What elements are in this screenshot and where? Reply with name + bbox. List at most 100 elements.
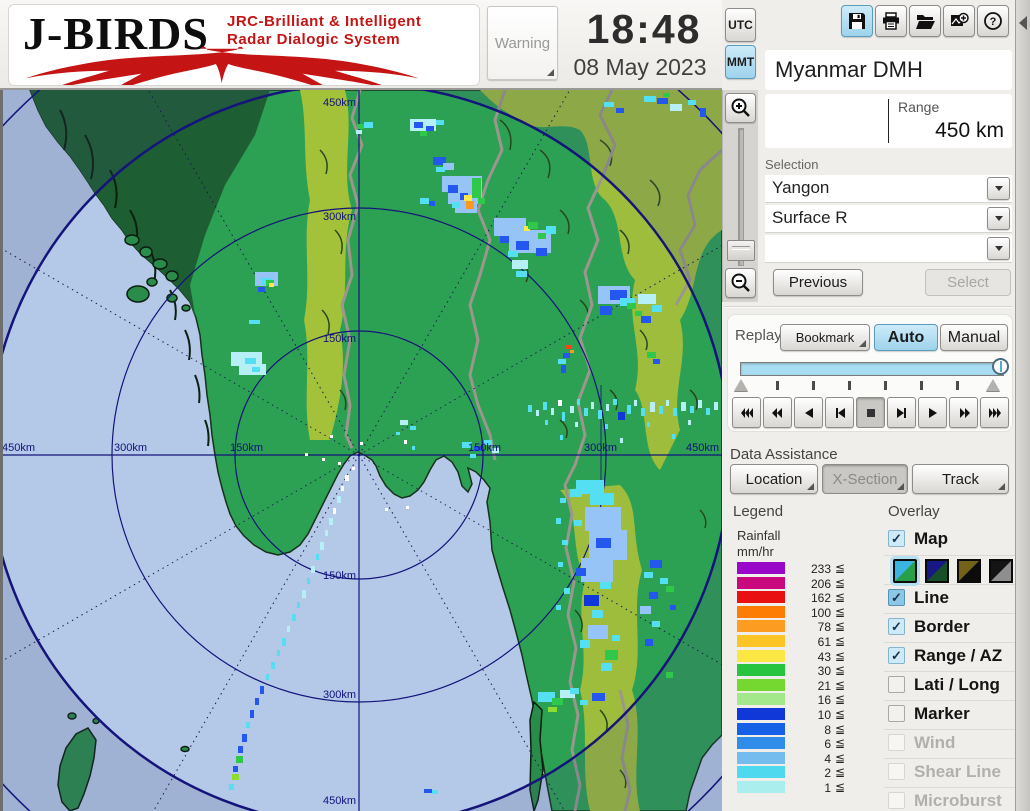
range-label: 450km: [2, 442, 35, 454]
track-button[interactable]: Track: [912, 464, 1009, 494]
zoom-in-icon: [731, 98, 750, 117]
overlay-item-marker[interactable]: Marker: [884, 700, 1015, 729]
zoom-out-button[interactable]: [725, 268, 756, 298]
legend-operator: ≦: [835, 561, 846, 575]
echo-cell: [287, 626, 290, 632]
chevron-down-icon: [994, 186, 1003, 191]
xsection-label: X-Section: [832, 470, 898, 488]
bookmark-button[interactable]: Bookmark: [780, 324, 870, 351]
range-az-checkbox[interactable]: ✓: [888, 647, 905, 664]
help-button[interactable]: ?: [977, 5, 1009, 37]
stop-button[interactable]: [856, 397, 885, 428]
echo-cell: [649, 592, 658, 599]
slider-start-marker[interactable]: [734, 379, 748, 391]
legend-row: 21 ≦: [737, 678, 867, 693]
echo-cell: [580, 700, 588, 705]
dropdown-product[interactable]: Surface R: [765, 205, 1012, 233]
echo-cell: [345, 475, 349, 481]
overlay-item-range-az[interactable]: ✓ Range / AZ: [884, 642, 1015, 671]
echo-cell: [570, 350, 574, 353]
mmt-button[interactable]: MMT: [725, 45, 756, 79]
map-style-4[interactable]: [989, 559, 1013, 583]
legend-operator: ≦: [835, 736, 846, 751]
rewind-fast-button[interactable]: [763, 397, 792, 428]
overlay-item-line[interactable]: ✓ Line: [884, 584, 1015, 613]
data-assistance-label: Data Assistance: [730, 446, 838, 463]
zoom-slider-track[interactable]: [738, 128, 744, 266]
dropdown-product-arrow[interactable]: [987, 207, 1010, 230]
range-label: 150km: [323, 570, 356, 582]
echo-cell: [627, 303, 636, 309]
range-label: 450km: [323, 97, 356, 109]
add-image-button[interactable]: [943, 5, 975, 37]
dropdown-site-arrow[interactable]: [987, 177, 1010, 200]
legend-color-swatch: [737, 737, 785, 750]
forward-fast-button[interactable]: [949, 397, 978, 428]
echo-cell: [436, 120, 444, 125]
station-title: Myanmar DMH: [765, 50, 1012, 90]
dropdown-extra-arrow[interactable]: [987, 237, 1010, 260]
play-reverse-button[interactable]: [794, 397, 823, 428]
lati-long-checkbox[interactable]: [888, 676, 905, 693]
panel-splitter[interactable]: [1015, 0, 1030, 811]
replay-slider-track[interactable]: [740, 362, 1004, 376]
legend-value: 10: [817, 708, 831, 722]
zoom-in-button[interactable]: [725, 93, 756, 123]
map-style-2[interactable]: [925, 559, 949, 583]
echo-cell: [316, 554, 319, 560]
echo-cell: [605, 424, 608, 429]
line-checkbox[interactable]: ✓: [888, 589, 905, 606]
legend-row: 61 ≦: [737, 634, 867, 649]
location-button[interactable]: Location: [730, 464, 818, 494]
echo-cell: [232, 774, 239, 780]
forward-fastest-button[interactable]: [980, 397, 1009, 428]
save-button[interactable]: [841, 5, 873, 37]
echo-cell: [570, 489, 582, 497]
print-button[interactable]: [875, 5, 907, 37]
zoom-slider-thumb[interactable]: [727, 240, 755, 261]
map-checkbox[interactable]: ✓: [888, 530, 905, 547]
dropdown-site[interactable]: Yangon: [765, 175, 1012, 203]
forward-fast-icon: [959, 407, 970, 418]
previous-label: Previous: [788, 274, 848, 291]
step-forward-button[interactable]: [887, 397, 916, 428]
map-style-3[interactable]: [957, 559, 981, 583]
legend-value: 6: [824, 737, 831, 752]
replay-slider-thumb[interactable]: [992, 358, 1009, 375]
step-forward-icon: [896, 407, 906, 418]
manual-button[interactable]: Manual: [940, 324, 1008, 351]
echo-cell: [246, 722, 250, 728]
radar-map[interactable]: 450km 300km 150km 150km 300km 450km 450km 300km…: [0, 0, 845, 811]
warning-button[interactable]: Warning: [487, 6, 558, 80]
overlay-item-lati-long[interactable]: Lati / Long: [884, 671, 1015, 700]
overlay-item-border[interactable]: ✓ Border: [884, 613, 1015, 642]
dropdown-extra[interactable]: [765, 235, 1012, 263]
echo-cell: [574, 520, 582, 526]
submenu-indicator: [897, 483, 904, 490]
marker-checkbox[interactable]: [888, 705, 905, 722]
thumb-line: [999, 361, 1002, 372]
overlay-item-microburst: Microburst: [884, 787, 1015, 811]
rewind-fastest-button[interactable]: [732, 397, 761, 428]
play-reverse-icon: [804, 407, 813, 418]
utc-button[interactable]: UTC: [725, 8, 756, 42]
echo-cell: [650, 560, 662, 568]
step-back-button[interactable]: [825, 397, 854, 428]
play-button[interactable]: [918, 397, 947, 428]
open-folder-button[interactable]: [909, 5, 941, 37]
echo-cell: [360, 442, 363, 445]
slider-end-marker[interactable]: [986, 379, 1000, 391]
echo-cell: [337, 496, 341, 503]
overlay-item-map[interactable]: ✓ Map: [884, 526, 1015, 554]
map-style-1[interactable]: [893, 559, 917, 583]
echo-cell: [592, 693, 605, 701]
auto-button[interactable]: Auto: [874, 324, 938, 351]
border-checkbox[interactable]: ✓: [888, 618, 905, 635]
echo-cell: [250, 710, 254, 718]
previous-button[interactable]: Previous: [773, 269, 863, 296]
collapse-panel-icon[interactable]: [1019, 16, 1027, 30]
xsection-button[interactable]: X-Section: [822, 464, 908, 494]
echo-cell: [604, 102, 614, 107]
echo-cell: [660, 578, 668, 584]
select-button[interactable]: Select: [925, 269, 1011, 296]
